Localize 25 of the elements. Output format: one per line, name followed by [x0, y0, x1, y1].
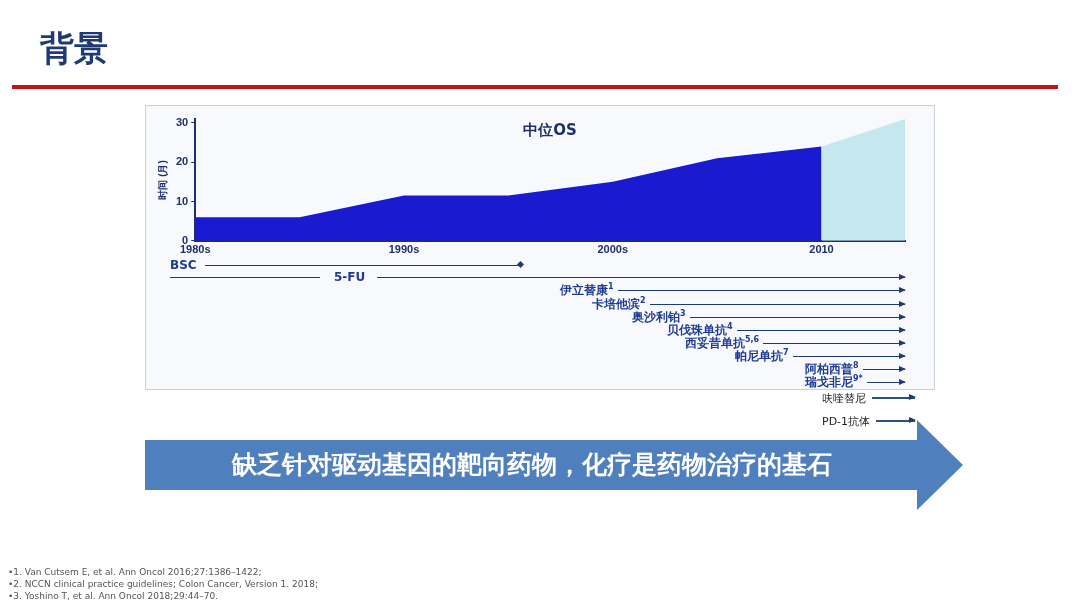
x-tick-label: 2000s — [597, 243, 629, 256]
text: •3. Yoshino T, et al. Ann Oncol 2018;29:44–70. — [8, 591, 219, 601]
text: BSC — [170, 258, 197, 272]
y-tick-label: 30 — [175, 115, 189, 128]
x-tick-label: 1990s — [388, 243, 420, 256]
y-tick-label: 10 — [175, 194, 189, 207]
text: 呋喹替尼 — [822, 390, 866, 406]
text: 背景 — [40, 28, 108, 68]
text: 瑞戈非尼$^{9*}$ — [805, 373, 863, 391]
y-tick-label: 0 — [182, 233, 189, 246]
text: 贝伐珠单抗$^{4}$ — [667, 321, 733, 337]
text: 伊立替康$^{1}$ — [560, 281, 614, 298]
x-tick-label: 1980s — [179, 243, 211, 256]
x-tick-label: 2010 — [809, 243, 834, 256]
y-axis-title: 时间 (月) — [156, 160, 168, 200]
y-tick-label: 20 — [175, 155, 189, 168]
text: •1. Van Cutsem E, et al. Ann Oncol 2016;27:1386–1422; — [8, 567, 262, 577]
chart-title: 中位OS — [523, 120, 577, 139]
text: PD-1抗体 — [822, 413, 871, 429]
text: 帕尼单抗$^{7}$ — [735, 347, 789, 365]
text: 缺乏针对驱动基因的靶向药物，化疗是药物治疗的基石 — [231, 450, 832, 479]
text: 5-FU — [334, 270, 366, 284]
text: •2. NCCN clinical practice guidelines; Colon Cancer, Version 1. 2018; — [8, 579, 318, 589]
text: 奥沙利铂$^{3}$ — [632, 308, 686, 324]
text: 卡培他滨$^{2}$ — [592, 295, 646, 311]
